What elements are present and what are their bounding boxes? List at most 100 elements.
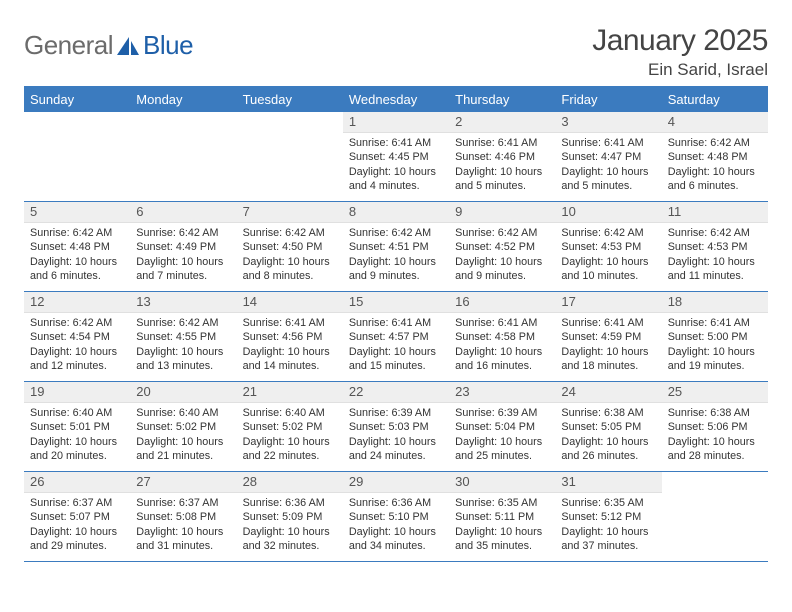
daylight-text: Daylight: 10 hours and 35 minutes. <box>455 525 549 554</box>
sunset-text: Sunset: 5:08 PM <box>136 510 230 524</box>
day-cell: 6Sunrise: 6:42 AMSunset: 4:49 PMDaylight… <box>130 202 236 291</box>
daylight-text: Daylight: 10 hours and 12 minutes. <box>30 345 124 374</box>
sunrise-text: Sunrise: 6:39 AM <box>455 406 549 420</box>
sunrise-text: Sunrise: 6:38 AM <box>561 406 655 420</box>
daylight-text: Daylight: 10 hours and 6 minutes. <box>668 165 762 194</box>
sunset-text: Sunset: 5:11 PM <box>455 510 549 524</box>
daylight-text: Daylight: 10 hours and 24 minutes. <box>349 435 443 464</box>
sunrise-text: Sunrise: 6:42 AM <box>136 316 230 330</box>
day-cell: 8Sunrise: 6:42 AMSunset: 4:51 PMDaylight… <box>343 202 449 291</box>
daylight-text: Daylight: 10 hours and 29 minutes. <box>30 525 124 554</box>
day-number: 19 <box>24 382 130 403</box>
weeks-container: 1Sunrise: 6:41 AMSunset: 4:45 PMDaylight… <box>24 112 768 562</box>
dow-wednesday: Wednesday <box>343 88 449 112</box>
sunrise-text: Sunrise: 6:39 AM <box>349 406 443 420</box>
daylight-text: Daylight: 10 hours and 15 minutes. <box>349 345 443 374</box>
day-number: 14 <box>237 292 343 313</box>
dow-monday: Monday <box>130 88 236 112</box>
day-cell: 11Sunrise: 6:42 AMSunset: 4:53 PMDayligh… <box>662 202 768 291</box>
day-cell: 29Sunrise: 6:36 AMSunset: 5:10 PMDayligh… <box>343 472 449 561</box>
day-number: 18 <box>662 292 768 313</box>
day-cell: 5Sunrise: 6:42 AMSunset: 4:48 PMDaylight… <box>24 202 130 291</box>
day-number: 11 <box>662 202 768 223</box>
sunrise-text: Sunrise: 6:42 AM <box>30 226 124 240</box>
day-number: 25 <box>662 382 768 403</box>
day-body: Sunrise: 6:39 AMSunset: 5:03 PMDaylight:… <box>343 403 449 463</box>
sunrise-text: Sunrise: 6:42 AM <box>455 226 549 240</box>
sunset-text: Sunset: 5:12 PM <box>561 510 655 524</box>
daylight-text: Daylight: 10 hours and 28 minutes. <box>668 435 762 464</box>
daylight-text: Daylight: 10 hours and 10 minutes. <box>561 255 655 284</box>
sunrise-text: Sunrise: 6:42 AM <box>243 226 337 240</box>
sunrise-text: Sunrise: 6:40 AM <box>243 406 337 420</box>
day-number: 9 <box>449 202 555 223</box>
day-number: 28 <box>237 472 343 493</box>
week-row: 26Sunrise: 6:37 AMSunset: 5:07 PMDayligh… <box>24 472 768 562</box>
month-title: January 2025 <box>592 24 768 58</box>
daylight-text: Daylight: 10 hours and 34 minutes. <box>349 525 443 554</box>
daylight-text: Daylight: 10 hours and 18 minutes. <box>561 345 655 374</box>
title-block: January 2025 Ein Sarid, Israel <box>592 24 768 80</box>
day-number: 3 <box>555 112 661 133</box>
day-cell: 9Sunrise: 6:42 AMSunset: 4:52 PMDaylight… <box>449 202 555 291</box>
sunset-text: Sunset: 4:53 PM <box>668 240 762 254</box>
sunrise-text: Sunrise: 6:41 AM <box>561 136 655 150</box>
sunrise-text: Sunrise: 6:41 AM <box>455 316 549 330</box>
day-body: Sunrise: 6:40 AMSunset: 5:02 PMDaylight:… <box>237 403 343 463</box>
sunset-text: Sunset: 4:46 PM <box>455 150 549 164</box>
day-body: Sunrise: 6:42 AMSunset: 4:50 PMDaylight:… <box>237 223 343 283</box>
dow-saturday: Saturday <box>662 88 768 112</box>
day-cell: 17Sunrise: 6:41 AMSunset: 4:59 PMDayligh… <box>555 292 661 381</box>
week-row: 1Sunrise: 6:41 AMSunset: 4:45 PMDaylight… <box>24 112 768 202</box>
day-body: Sunrise: 6:37 AMSunset: 5:07 PMDaylight:… <box>24 493 130 553</box>
sunset-text: Sunset: 5:00 PM <box>668 330 762 344</box>
day-body: Sunrise: 6:41 AMSunset: 4:57 PMDaylight:… <box>343 313 449 373</box>
sunrise-text: Sunrise: 6:41 AM <box>349 316 443 330</box>
day-number: 30 <box>449 472 555 493</box>
day-number: 16 <box>449 292 555 313</box>
sunrise-text: Sunrise: 6:41 AM <box>243 316 337 330</box>
day-body: Sunrise: 6:38 AMSunset: 5:05 PMDaylight:… <box>555 403 661 463</box>
daylight-text: Daylight: 10 hours and 8 minutes. <box>243 255 337 284</box>
sunset-text: Sunset: 4:47 PM <box>561 150 655 164</box>
day-number: 23 <box>449 382 555 403</box>
day-cell: 13Sunrise: 6:42 AMSunset: 4:55 PMDayligh… <box>130 292 236 381</box>
week-row: 5Sunrise: 6:42 AMSunset: 4:48 PMDaylight… <box>24 202 768 292</box>
dow-thursday: Thursday <box>449 88 555 112</box>
calendar: Sunday Monday Tuesday Wednesday Thursday… <box>24 86 768 562</box>
sunrise-text: Sunrise: 6:41 AM <box>349 136 443 150</box>
day-cell: 21Sunrise: 6:40 AMSunset: 5:02 PMDayligh… <box>237 382 343 471</box>
logo-sail-icon <box>115 35 141 57</box>
sunset-text: Sunset: 5:03 PM <box>349 420 443 434</box>
sunset-text: Sunset: 5:01 PM <box>30 420 124 434</box>
day-number: 17 <box>555 292 661 313</box>
header: General Blue January 2025 Ein Sarid, Isr… <box>24 24 768 80</box>
day-cell: 1Sunrise: 6:41 AMSunset: 4:45 PMDaylight… <box>343 112 449 201</box>
sunrise-text: Sunrise: 6:42 AM <box>668 226 762 240</box>
day-number: 24 <box>555 382 661 403</box>
day-number: 2 <box>449 112 555 133</box>
day-body: Sunrise: 6:42 AMSunset: 4:53 PMDaylight:… <box>555 223 661 283</box>
day-cell: 22Sunrise: 6:39 AMSunset: 5:03 PMDayligh… <box>343 382 449 471</box>
day-cell: 24Sunrise: 6:38 AMSunset: 5:05 PMDayligh… <box>555 382 661 471</box>
daylight-text: Daylight: 10 hours and 9 minutes. <box>455 255 549 284</box>
day-cell: 15Sunrise: 6:41 AMSunset: 4:57 PMDayligh… <box>343 292 449 381</box>
location: Ein Sarid, Israel <box>592 60 768 80</box>
daylight-text: Daylight: 10 hours and 7 minutes. <box>136 255 230 284</box>
dow-friday: Friday <box>555 88 661 112</box>
sunrise-text: Sunrise: 6:38 AM <box>668 406 762 420</box>
day-number: 15 <box>343 292 449 313</box>
daylight-text: Daylight: 10 hours and 4 minutes. <box>349 165 443 194</box>
day-body: Sunrise: 6:41 AMSunset: 4:58 PMDaylight:… <box>449 313 555 373</box>
day-body: Sunrise: 6:41 AMSunset: 4:47 PMDaylight:… <box>555 133 661 193</box>
day-cell: 7Sunrise: 6:42 AMSunset: 4:50 PMDaylight… <box>237 202 343 291</box>
day-number: 26 <box>24 472 130 493</box>
day-number: 10 <box>555 202 661 223</box>
sunset-text: Sunset: 5:07 PM <box>30 510 124 524</box>
sunset-text: Sunset: 4:50 PM <box>243 240 337 254</box>
daylight-text: Daylight: 10 hours and 16 minutes. <box>455 345 549 374</box>
day-cell: 25Sunrise: 6:38 AMSunset: 5:06 PMDayligh… <box>662 382 768 471</box>
daylight-text: Daylight: 10 hours and 19 minutes. <box>668 345 762 374</box>
day-body: Sunrise: 6:41 AMSunset: 4:45 PMDaylight:… <box>343 133 449 193</box>
day-number: 27 <box>130 472 236 493</box>
